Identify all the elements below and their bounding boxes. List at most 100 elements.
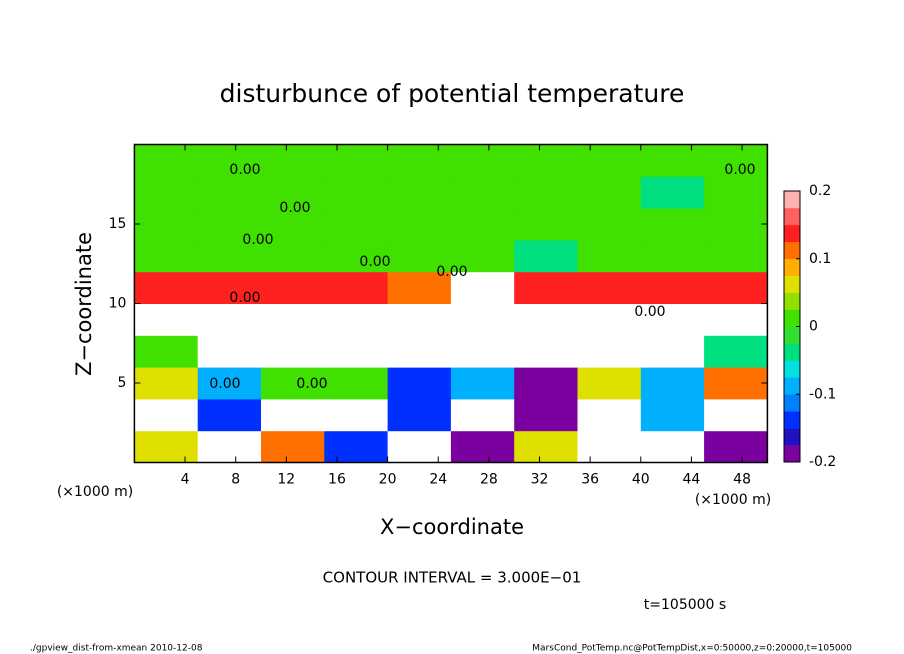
cell [514,335,578,368]
cell [324,144,389,177]
colorbar-swatch [784,207,800,226]
cell [197,176,262,209]
cell [577,398,642,432]
cell [387,144,452,177]
cell [514,271,578,304]
cell [577,367,642,400]
x-tick-label: 16 [328,472,346,488]
colorbar-swatch [784,292,800,310]
cell [640,335,705,368]
cell [261,239,325,273]
cell [704,208,768,241]
cell [134,398,199,432]
y-axis-label: Z−coordinate [72,232,96,376]
cell [387,430,452,463]
cell [577,271,642,304]
cell [577,303,642,336]
cell [514,398,578,432]
cell [640,303,705,336]
cell [450,271,515,304]
cell [134,303,199,336]
x-tick-label: 28 [480,472,498,488]
cell [640,271,705,304]
x-tick-label: 48 [733,472,751,488]
cell [514,303,578,336]
cell [640,239,705,273]
cell [704,176,768,209]
cell [577,144,642,177]
cell [704,335,768,368]
cell [387,239,452,273]
cell [514,430,578,463]
colorbar-tick-label: -0.2 [809,454,836,470]
x-tick-label: 12 [277,472,295,488]
cell [134,208,199,241]
contour-label: 0.00 [242,232,273,248]
y-tick-label: 10 [109,296,127,312]
cell [134,335,199,368]
cell [514,239,578,273]
contour-label: 0.00 [724,162,755,178]
cell [134,367,199,400]
cell [704,367,768,400]
cell [324,335,389,368]
footer-right: MarsCond_PotTemp.nc@PotTempDist,x=0:5000… [532,644,852,654]
x-tick-label: 44 [683,472,701,488]
colorbar-swatch [784,343,800,361]
colorbar-tick-label: 0 [809,319,818,335]
colorbar-tick-label: -0.1 [809,386,836,402]
colorbar-tick-label: 0.2 [809,183,831,199]
cell [387,398,452,432]
cell [387,208,452,241]
cell [324,208,389,241]
contour-label: 0.00 [229,162,260,178]
colorbar-swatch [784,275,800,293]
colorbar-swatch [784,377,800,395]
cell [197,430,262,463]
cell [450,144,515,177]
colorbar-swatch [784,394,800,412]
cell [261,303,325,336]
cell [324,239,389,273]
cell [640,430,705,463]
colorbar-tick-label: 0.1 [809,251,831,267]
cell [577,239,642,273]
chart-title: disturbunce of potential temperature [220,79,685,108]
cell [387,303,452,336]
cell [134,239,199,273]
colorbar-swatch [784,428,800,446]
colorbar-swatch [784,241,800,260]
cell [704,271,768,304]
cell [197,144,262,177]
colorbar-swatch [784,360,800,378]
cell [704,144,768,177]
cell [387,335,452,368]
cell [134,144,199,177]
cell [514,144,578,177]
cell [640,144,705,177]
cell [577,176,642,209]
x-tick-label: 40 [632,472,650,488]
colorbar-swatch [784,411,800,429]
cell [450,176,515,209]
cell [261,271,325,304]
cell [704,303,768,336]
cell [197,303,262,336]
contour-label: 0.00 [229,290,260,306]
cell [197,271,262,304]
cell [387,271,452,304]
contour-label: 0.00 [296,376,327,392]
y-tick-label: 5 [117,375,126,391]
cell [450,208,515,241]
x-tick-label: 20 [379,472,397,488]
cell [450,303,515,336]
cell [261,430,325,463]
cell [577,208,642,241]
cell [577,430,642,463]
cell [704,239,768,273]
cell [324,398,389,432]
footer-left: ./gpview_dist-from-xmean 2010-12-08 [30,644,203,654]
cell [640,367,705,400]
cell [261,335,325,368]
colorbar-swatch [784,224,800,243]
